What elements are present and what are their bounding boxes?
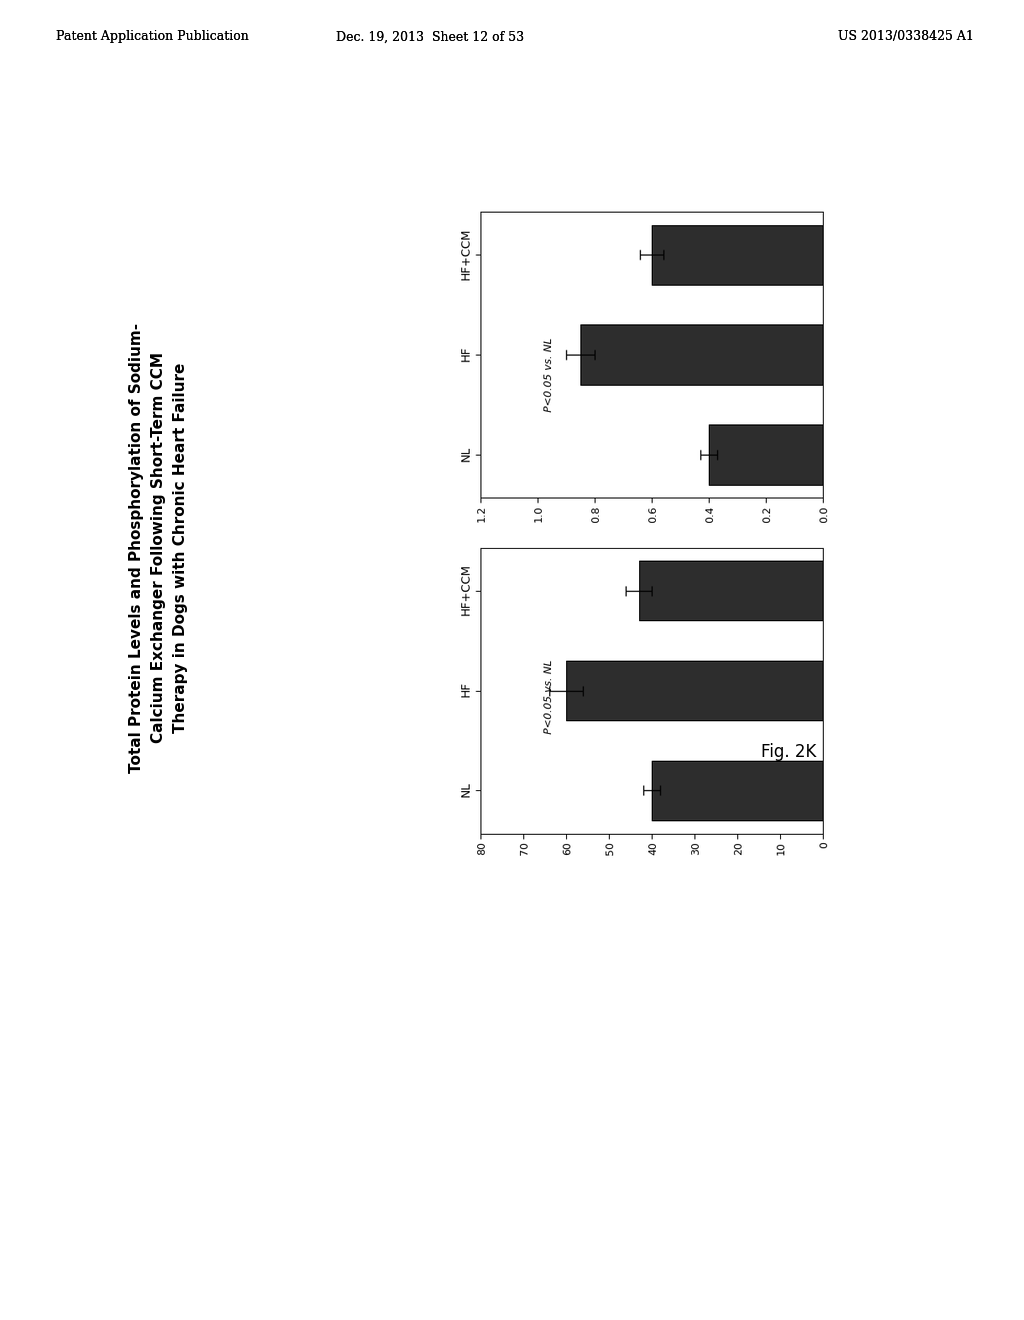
Text: US 2013/0338425 A1: US 2013/0338425 A1 [839, 30, 974, 44]
Text: Patent Application Publication: Patent Application Publication [56, 30, 249, 44]
Text: Dec. 19, 2013  Sheet 12 of 53: Dec. 19, 2013 Sheet 12 of 53 [336, 30, 524, 44]
